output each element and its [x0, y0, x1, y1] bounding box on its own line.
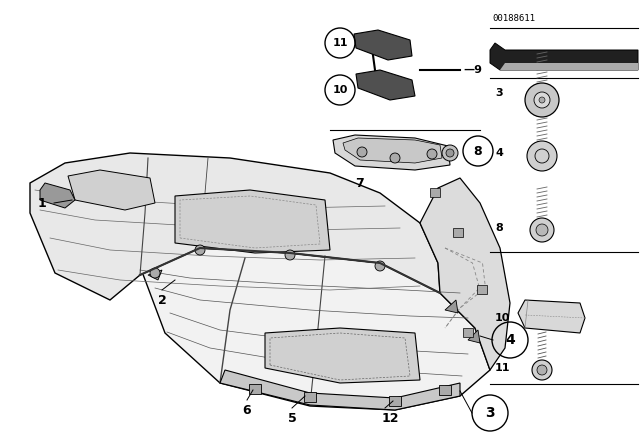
Circle shape: [285, 250, 295, 260]
Polygon shape: [68, 170, 155, 210]
Polygon shape: [445, 300, 458, 313]
Text: 11: 11: [332, 38, 348, 48]
Polygon shape: [249, 384, 261, 394]
Circle shape: [375, 261, 385, 271]
Polygon shape: [356, 70, 415, 100]
Text: 00188611: 00188611: [492, 13, 535, 22]
Polygon shape: [477, 285, 487, 294]
Polygon shape: [453, 228, 463, 237]
Polygon shape: [220, 370, 460, 410]
Circle shape: [525, 83, 559, 117]
Polygon shape: [500, 63, 638, 70]
Circle shape: [150, 268, 160, 278]
Polygon shape: [420, 178, 510, 370]
Text: 3: 3: [495, 88, 502, 98]
Circle shape: [446, 149, 454, 157]
Polygon shape: [439, 385, 451, 395]
Text: 6: 6: [243, 404, 252, 417]
Text: 4: 4: [505, 333, 515, 347]
Circle shape: [534, 92, 550, 108]
Circle shape: [357, 147, 367, 157]
Text: 1: 1: [38, 197, 46, 210]
Polygon shape: [463, 328, 473, 337]
Text: 7: 7: [356, 177, 364, 190]
Polygon shape: [265, 328, 420, 383]
Polygon shape: [490, 43, 638, 70]
Text: 3: 3: [485, 406, 495, 420]
Polygon shape: [135, 248, 490, 410]
Text: 11: 11: [495, 363, 511, 373]
Circle shape: [527, 141, 557, 171]
Circle shape: [532, 360, 552, 380]
Polygon shape: [40, 183, 75, 208]
Polygon shape: [430, 188, 440, 197]
Polygon shape: [304, 392, 316, 402]
Circle shape: [536, 224, 548, 236]
Text: 12: 12: [381, 412, 399, 425]
Text: 5: 5: [287, 412, 296, 425]
Circle shape: [539, 97, 545, 103]
Polygon shape: [30, 153, 440, 300]
Circle shape: [195, 245, 205, 255]
Text: 8: 8: [474, 145, 483, 158]
Circle shape: [442, 145, 458, 161]
Text: 8: 8: [495, 223, 503, 233]
Polygon shape: [518, 300, 585, 333]
Circle shape: [530, 218, 554, 242]
Polygon shape: [389, 396, 401, 406]
Text: —9: —9: [463, 65, 483, 75]
Text: 2: 2: [157, 293, 166, 306]
Circle shape: [537, 365, 547, 375]
Circle shape: [427, 149, 437, 159]
Polygon shape: [333, 135, 450, 170]
Text: 10: 10: [495, 313, 510, 323]
Polygon shape: [468, 330, 480, 343]
Circle shape: [390, 153, 400, 163]
Polygon shape: [343, 138, 442, 163]
Polygon shape: [148, 270, 162, 280]
Text: 4: 4: [495, 148, 503, 158]
Polygon shape: [354, 30, 412, 60]
Polygon shape: [175, 190, 330, 253]
Text: 10: 10: [332, 85, 348, 95]
